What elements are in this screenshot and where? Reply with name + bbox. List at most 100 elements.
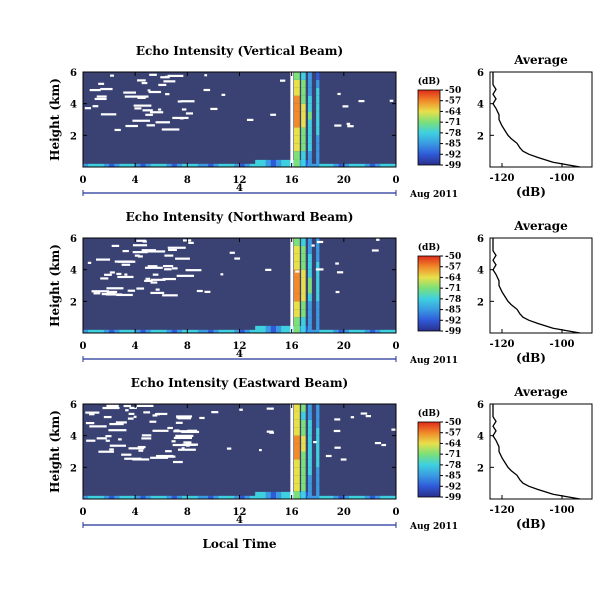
- missing-data-cell: [374, 441, 381, 445]
- surface-echo-cell: [260, 325, 267, 333]
- missing-data-cell: [185, 269, 202, 272]
- y-tick-label: 6: [70, 234, 77, 245]
- surface-echo-cell: [375, 495, 381, 499]
- surface-echo-cell: [156, 495, 162, 499]
- surface-echo-cell: [322, 495, 329, 499]
- missing-data-cell: [136, 239, 147, 242]
- missing-data-cell: [182, 443, 197, 446]
- surface-echo-cell: [333, 163, 340, 167]
- echo-column-cell: [316, 483, 320, 492]
- missing-data-cell: [91, 290, 109, 293]
- profile-frame: [489, 71, 593, 168]
- missing-data-cell: [165, 450, 172, 453]
- surface-echo-cell: [208, 163, 214, 167]
- echo-column-cell: [301, 427, 306, 436]
- missing-data-cell: [313, 440, 317, 444]
- surface-echo-cell: [187, 163, 194, 167]
- y-tick-label: 4: [70, 266, 77, 277]
- missing-data-cell: [172, 116, 189, 120]
- missing-data-cell: [106, 404, 119, 408]
- colorbar-tick-label: -92: [445, 150, 461, 160]
- echo-column-cell: [293, 411, 300, 420]
- missing-data-cell: [204, 290, 211, 293]
- surface-echo-cell: [93, 163, 100, 167]
- missing-data-cell: [340, 458, 347, 461]
- colorbar-unit: (dB): [418, 76, 440, 87]
- colorbar: [417, 89, 441, 166]
- surface-echo-cell: [380, 329, 387, 333]
- surface-echo-cell: [338, 163, 345, 167]
- echo-column-cell: [301, 285, 306, 294]
- surface-echo-cell: [202, 495, 209, 499]
- surface-echo-cell: [103, 329, 110, 333]
- missing-data-cell: [96, 258, 111, 261]
- missing-data-cell: [105, 293, 123, 296]
- profile-x-tick-label: -100: [549, 505, 574, 516]
- echo-gap-column: [290, 404, 294, 499]
- surface-echo-cell: [286, 491, 293, 499]
- missing-data-cell: [138, 449, 144, 452]
- echo-column-cell: [307, 135, 312, 144]
- missing-data-cell: [175, 257, 190, 260]
- echo-column-cell: [307, 79, 312, 88]
- missing-data-cell: [342, 105, 349, 108]
- profile-title: Average: [513, 53, 568, 67]
- surface-echo-cell: [145, 495, 152, 499]
- surface-echo-cell: [197, 329, 204, 333]
- surface-echo-cell: [114, 495, 121, 499]
- echo-column-cell: [307, 245, 312, 254]
- missing-data-cell: [181, 430, 200, 434]
- x-tick-label: 4: [132, 507, 139, 518]
- echo-column-cell: [293, 127, 300, 136]
- echo-column-cell: [316, 143, 320, 152]
- echo-column-cell: [293, 103, 300, 112]
- echo-column-cell: [293, 285, 300, 294]
- echo-column-cell: [316, 111, 320, 120]
- missing-data-cell: [177, 417, 192, 420]
- surface-echo-cell: [244, 163, 251, 167]
- surface-echo-cell: [343, 163, 350, 167]
- missing-data-cell: [141, 437, 152, 440]
- missing-data-cell: [132, 119, 151, 122]
- surface-echo-cell: [124, 495, 131, 499]
- missing-data-cell: [123, 91, 136, 94]
- missing-data-cell: [134, 107, 142, 110]
- missing-data-cell: [187, 429, 198, 432]
- missing-data-cell: [106, 290, 118, 294]
- profile-x-tick-label: -120: [489, 173, 514, 184]
- echo-column-cell: [301, 419, 306, 428]
- surface-echo-cell: [140, 329, 147, 333]
- surface-echo-cell: [145, 329, 152, 333]
- colorbar-tick-label: -99: [445, 493, 461, 503]
- surface-echo-cell: [354, 163, 360, 167]
- surface-echo-cell: [223, 163, 230, 167]
- surface-echo-cell: [208, 495, 214, 499]
- missing-data-cell: [147, 89, 151, 92]
- missing-data-cell: [150, 291, 165, 295]
- missing-data-cell: [116, 272, 122, 276]
- echo-column-cell: [307, 467, 312, 476]
- colorbar-tick-label: -78: [445, 461, 461, 471]
- missing-data-cell: [389, 99, 394, 102]
- missing-data-cell: [371, 249, 379, 252]
- echo-column-cell: [301, 119, 306, 128]
- missing-data-cell: [136, 287, 145, 290]
- echo-column-cell: [301, 103, 306, 112]
- surface-echo-cell: [385, 329, 392, 333]
- surface-echo-cell: [281, 325, 287, 333]
- missing-data-cell: [96, 437, 107, 440]
- profile-y-tick-label: 4: [477, 432, 484, 443]
- surface-echo-cell: [109, 329, 115, 333]
- echo-column-cell: [293, 451, 300, 460]
- echo-column-cell: [316, 269, 320, 278]
- surface-echo-cell: [192, 329, 199, 333]
- missing-data-cell: [295, 270, 300, 273]
- profile-line: [492, 404, 581, 500]
- colorbar-tick-label: -92: [445, 482, 461, 492]
- missing-data-cell: [156, 412, 168, 416]
- x-tick-label: 12: [233, 175, 247, 186]
- missing-data-cell: [266, 407, 274, 410]
- missing-data-cell: [172, 443, 188, 447]
- missing-data-cell: [132, 458, 150, 461]
- echo-column-cell: [307, 95, 312, 104]
